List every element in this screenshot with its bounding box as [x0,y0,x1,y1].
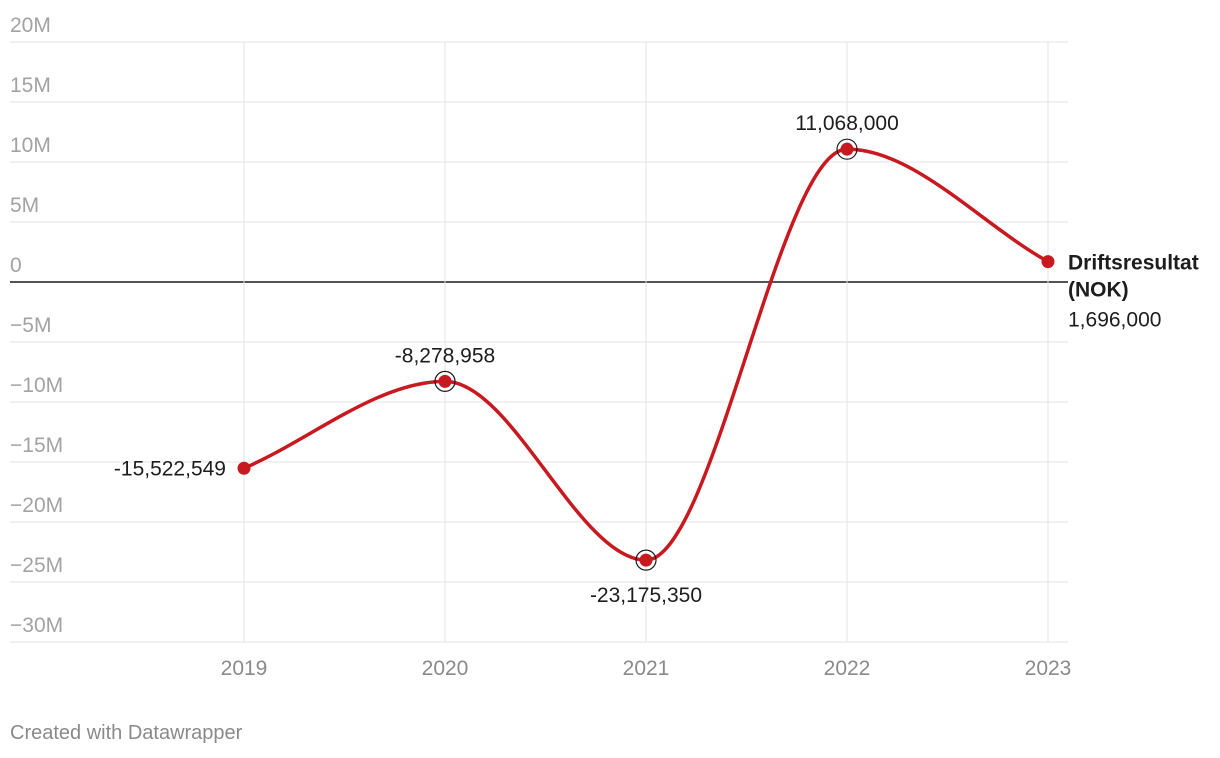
y-tick-label: 10M [10,134,51,157]
y-tick-label: −5M [10,314,51,337]
data-point [438,374,452,388]
y-tick-label: −30M [10,614,63,637]
series-driftsresultat [237,138,1055,571]
grid-lines [10,41,1068,643]
x-axis-ticks: 2019 2020 2021 2022 2023 [221,657,1072,680]
x-tick-label: 2022 [824,657,871,680]
credit-text: Created with Datawrapper [10,722,243,744]
data-point [840,142,854,156]
y-tick-label: −10M [10,374,63,397]
y-tick-label: 0 [10,254,22,277]
data-label: -15,522,549 [114,457,226,480]
data-label: -8,278,958 [395,344,495,367]
data-labels: -15,522,549 -8,278,958 -23,175,350 11,068,0… [114,112,1199,607]
y-tick-label: −20M [10,494,63,517]
y-tick-label: 20M [10,14,51,37]
data-point [639,553,653,567]
y-axis-ticks: 20M 15M 10M 5M 0 −5M −10M −15M −20M −25M −30M [10,14,63,637]
x-tick-label: 2019 [221,657,268,680]
x-tick-label: 2023 [1025,657,1072,680]
series-line [242,147,1050,562]
data-label: 1,696,000 [1068,309,1161,332]
data-point [1041,255,1055,269]
point-highlight-ring [635,549,657,571]
point-highlight-ring [434,370,456,392]
y-tick-label: −25M [10,554,63,577]
series-name-label: (NOK) [1068,279,1129,302]
y-tick-label: 15M [10,74,51,97]
y-tick-label: 5M [10,194,39,217]
x-tick-label: 2020 [422,657,469,680]
point-highlight-ring [836,138,858,160]
x-tick-label: 2021 [623,657,670,680]
data-label: 11,068,000 [795,112,899,135]
data-point [237,461,251,475]
data-label: -23,175,350 [590,584,702,607]
y-tick-label: −15M [10,434,63,457]
series-name-label: Driftsresultat [1068,252,1199,275]
